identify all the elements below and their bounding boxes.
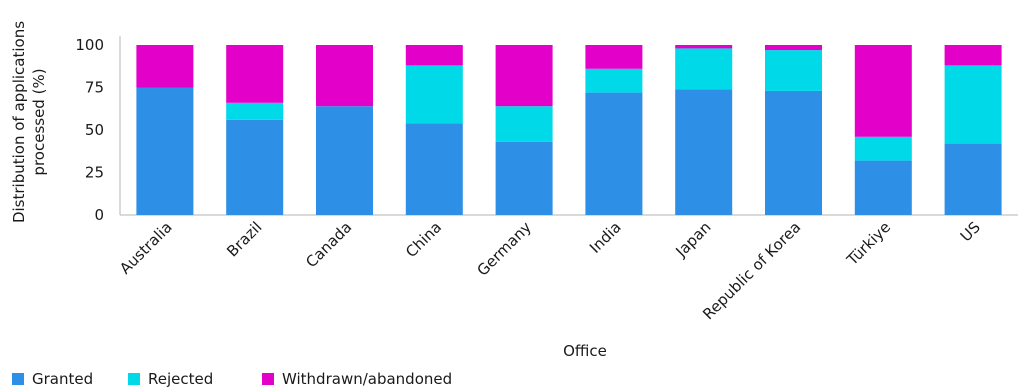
y-tick-label: 50	[85, 121, 104, 139]
x-tick-label: Australia	[116, 218, 176, 278]
bar-segment-granted	[854, 160, 912, 215]
bar-segment-withdrawn-abandoned	[585, 45, 643, 69]
bar-segment-granted	[405, 123, 463, 215]
x-tick-label: Brazil	[223, 218, 265, 260]
x-tick-label: Japan	[672, 218, 715, 261]
bar-segment-withdrawn-abandoned	[675, 45, 733, 49]
x-tick-label: Türkiye	[843, 218, 894, 269]
y-tick-label: 25	[85, 164, 104, 182]
bar-segment-rejected	[585, 68, 643, 93]
legend-swatch	[12, 373, 24, 385]
y-axis-title-line: Distribution of applications	[10, 21, 28, 223]
bar-segment-withdrawn-abandoned	[316, 45, 373, 107]
y-axis-title: Distribution of applications processed (%…	[10, 21, 48, 223]
x-tick-label: US	[957, 218, 984, 245]
y-axis-ticks: 0 25 50 75 100	[75, 36, 104, 224]
bar-segment-granted	[495, 141, 553, 215]
bar-segment-withdrawn-abandoned	[405, 45, 463, 66]
bar-segment-rejected	[405, 65, 463, 124]
bar-segment-rejected	[944, 65, 1002, 144]
bar-segment-rejected	[495, 106, 553, 142]
x-tick-label: Republic of Korea	[699, 218, 804, 323]
bar-segment-rejected	[765, 50, 822, 91]
x-tick-label: India	[586, 218, 625, 257]
bar-segment-granted	[136, 87, 194, 215]
legend-label: Granted	[32, 370, 93, 388]
legend-label: Withdrawn/abandoned	[282, 370, 452, 388]
bar-segment-granted	[585, 92, 643, 215]
y-tick-label: 100	[75, 36, 104, 54]
bar-segment-withdrawn-abandoned	[944, 45, 1002, 66]
x-axis-ticks: Australia Brazil Canada China Germany India Ja…	[116, 218, 984, 323]
bar-segment-rejected	[675, 48, 733, 90]
bars	[136, 45, 1002, 215]
y-tick-label: 75	[85, 79, 104, 97]
bar-segment-withdrawn-abandoned	[765, 45, 822, 51]
x-tick-label: China	[402, 218, 445, 261]
x-tick-label: Germany	[473, 218, 535, 280]
bar-segment-granted	[226, 119, 284, 215]
bar-segment-rejected	[226, 102, 284, 120]
legend-swatch	[128, 373, 140, 385]
y-axis-title-line: processed (%)	[30, 68, 48, 175]
bar-segment-withdrawn-abandoned	[226, 45, 284, 103]
bar-segment-withdrawn-abandoned	[854, 45, 912, 137]
bar-segment-granted	[316, 106, 373, 215]
legend-swatch	[262, 373, 274, 385]
x-tick-label: Canada	[302, 218, 355, 271]
x-axis-title: Office	[563, 342, 607, 360]
bar-segment-withdrawn-abandoned	[495, 45, 553, 107]
bar-segment-rejected	[854, 136, 912, 161]
legend-label: Rejected	[148, 370, 213, 388]
bar-segment-granted	[675, 89, 733, 215]
bar-segment-granted	[944, 143, 1002, 215]
y-tick-label: 0	[94, 206, 104, 224]
bar-segment-granted	[765, 90, 822, 215]
legend: Granted Rejected Withdrawn/abandoned	[12, 370, 452, 388]
bar-segment-withdrawn-abandoned	[136, 45, 194, 88]
